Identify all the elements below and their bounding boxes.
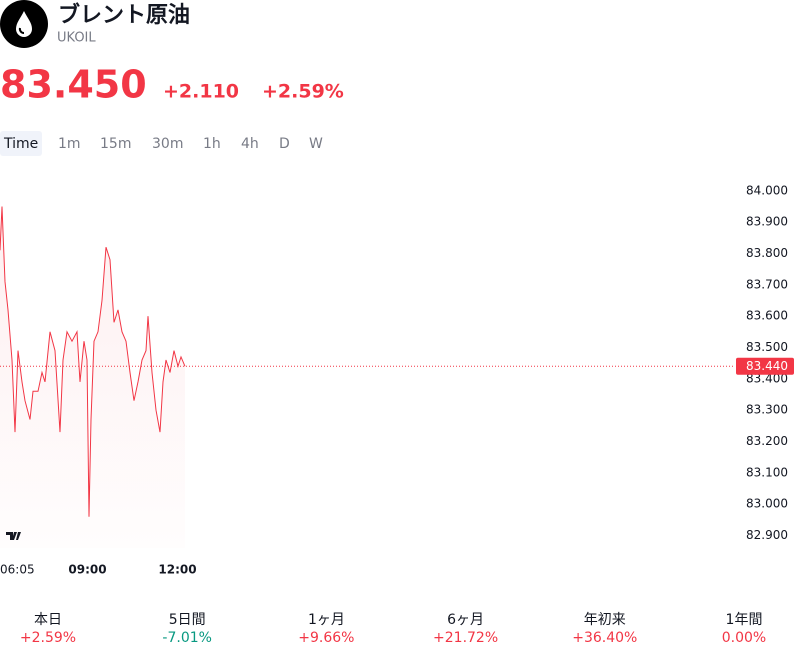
- change-percent: +2.59%: [262, 81, 344, 103]
- timeframe-tab[interactable]: 1h: [203, 136, 221, 152]
- symbol: UKOIL: [57, 31, 96, 46]
- y-tick-label: 83.000: [746, 497, 788, 511]
- timeframe-tab[interactable]: Time: [3, 136, 38, 152]
- y-tick-label: 82.900: [746, 528, 788, 542]
- last-price-badge: [736, 357, 794, 375]
- y-tick-label: 83.200: [746, 434, 788, 448]
- price-line: [0, 206, 186, 517]
- price: 83.450: [0, 63, 147, 107]
- y-tick-label: 83.800: [746, 246, 788, 260]
- perf-value: +9.66%: [298, 630, 354, 646]
- perf-label: 5日間: [169, 612, 206, 628]
- y-tick-label: 83.100: [746, 465, 788, 479]
- x-tick-label: 09:00: [68, 563, 106, 577]
- timeframe-tab[interactable]: 1m: [58, 136, 81, 152]
- timeframe-tab[interactable]: 30m: [152, 136, 183, 152]
- x-tick-label: 06:05: [0, 563, 35, 577]
- y-tick-label: 83.700: [746, 277, 788, 291]
- change: +2.110: [163, 81, 239, 103]
- perf-label: 本日: [34, 612, 62, 628]
- perf-label: 1年間: [726, 612, 763, 628]
- y-tick-label: 83.400: [746, 371, 788, 385]
- perf-value: -7.01%: [162, 630, 212, 646]
- price-area: [0, 206, 185, 548]
- perf-value: +2.59%: [20, 630, 76, 646]
- y-tick-label: 83.500: [746, 340, 788, 354]
- y-tick-label: 83.900: [746, 215, 788, 229]
- perf-label: 年初来: [584, 611, 626, 628]
- perf-value: 0.00%: [722, 630, 766, 646]
- timeframe-tab[interactable]: D: [279, 136, 290, 152]
- perf-value: +21.72%: [433, 630, 498, 646]
- perf-label: 6ヶ月: [447, 612, 484, 628]
- perf-value: +36.40%: [572, 630, 637, 646]
- x-tick-label: 12:00: [158, 563, 196, 577]
- perf-label: 1ヶ月: [308, 612, 345, 628]
- timeframe-tab[interactable]: 15m: [100, 136, 131, 152]
- timeframe-tab[interactable]: W: [309, 136, 323, 152]
- active-tab-bg: [0, 131, 42, 156]
- symbol-icon: [0, 0, 48, 48]
- timeframe-tab[interactable]: 4h: [241, 136, 259, 152]
- last-price-label: 83.440: [746, 359, 788, 373]
- y-tick-label: 83.600: [746, 309, 788, 323]
- title: ブレント原油: [58, 2, 190, 28]
- y-tick-label: 84.000: [746, 183, 788, 197]
- y-tick-label: 83.300: [746, 403, 788, 417]
